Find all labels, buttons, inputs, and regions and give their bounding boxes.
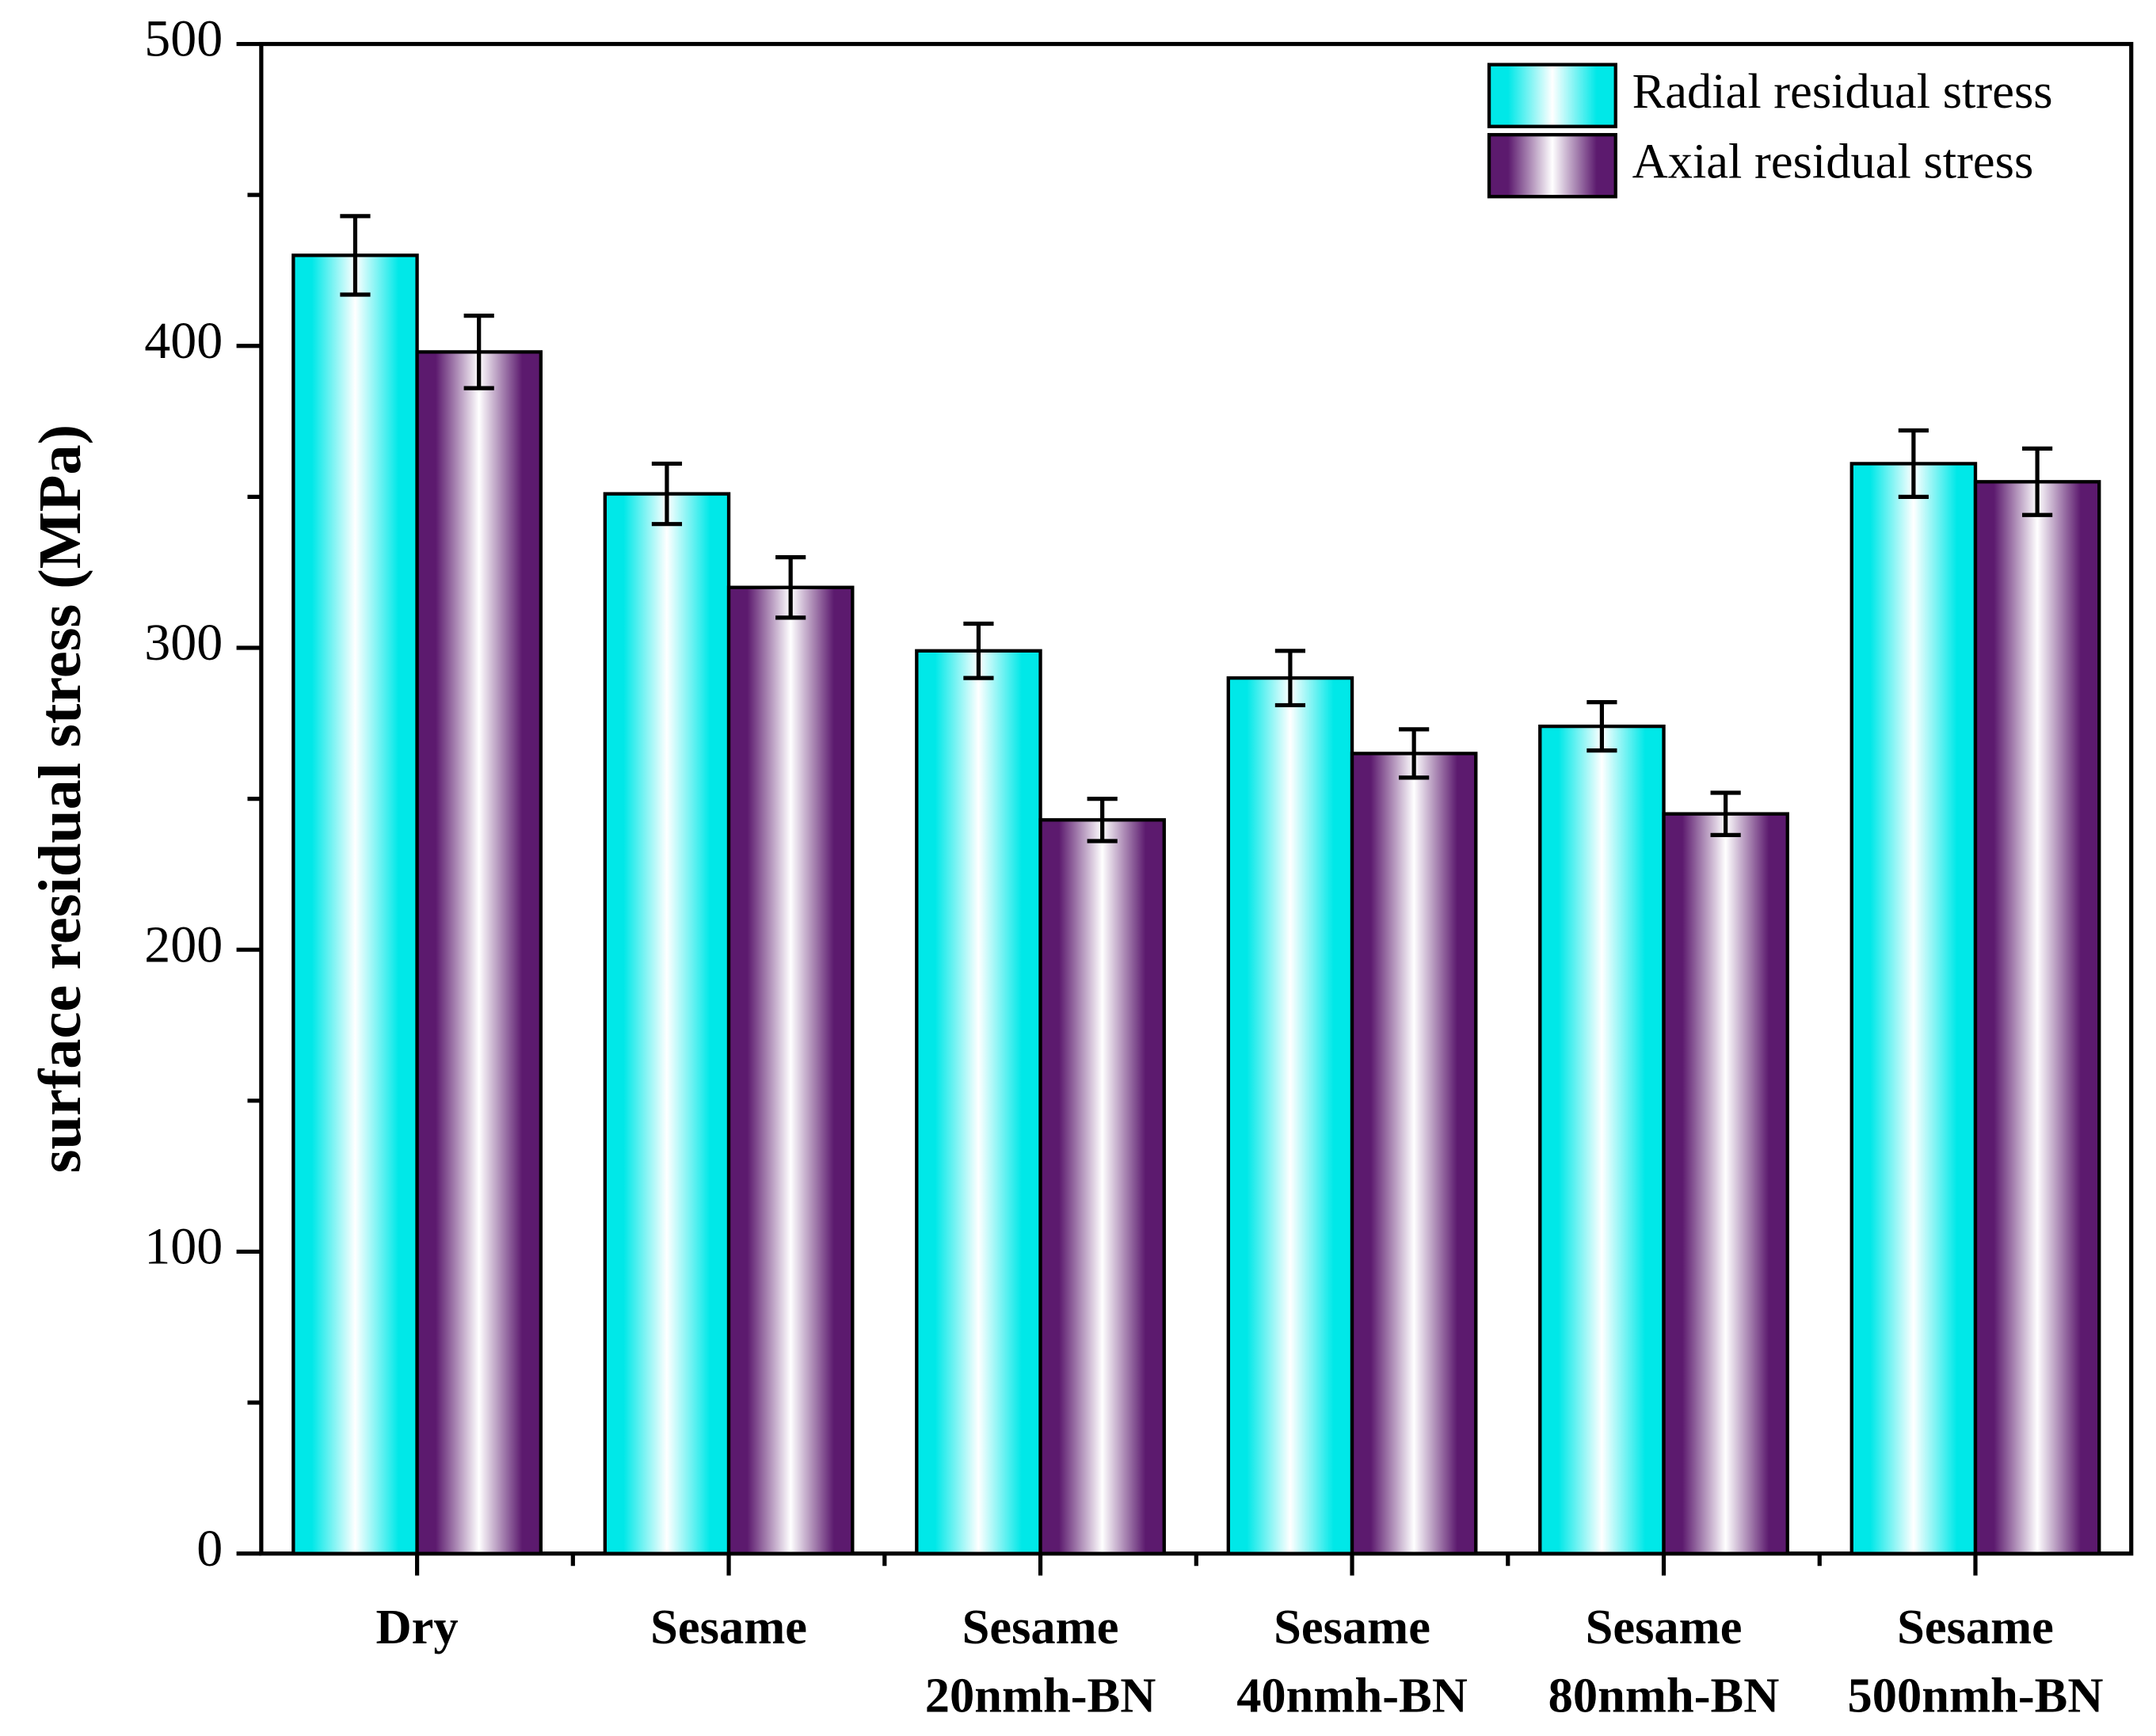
bar (1538, 724, 1666, 1555)
legend-swatch (1487, 63, 1617, 128)
bar (726, 585, 855, 1555)
x-tick-label: Dry (376, 1599, 459, 1654)
error-bar (2022, 446, 2053, 517)
y-tick-label: 200 (144, 916, 223, 973)
y-axis-label: surface residual stress (MPa) (26, 424, 93, 1173)
error-bar (1587, 700, 1617, 753)
error-bar (1898, 428, 1929, 499)
bar (1849, 462, 1978, 1555)
bar (1662, 812, 1789, 1555)
bar (1350, 752, 1478, 1555)
error-bar (963, 621, 994, 680)
x-tick-label: Sesame (650, 1599, 807, 1654)
bar (415, 350, 543, 1555)
y-tick-label: 100 (144, 1218, 223, 1276)
error-bar (1274, 649, 1306, 708)
x-tick-label: Sesame (1274, 1599, 1430, 1654)
x-tick-label: 80nmh-BN (1548, 1668, 1780, 1723)
legend-label: Radial residual stress (1632, 63, 2053, 119)
error-bar (1399, 727, 1430, 780)
y-tick-label: 500 (144, 10, 223, 68)
error-bar (463, 314, 494, 390)
error-bar (651, 461, 683, 527)
bar (1226, 676, 1354, 1555)
x-tick-label: 20nmh-BN (925, 1668, 1156, 1723)
error-bar (775, 555, 806, 620)
legend-label: Axial residual stress (1632, 133, 2034, 188)
error-bar (340, 214, 371, 297)
x-tick-label: Sesame (1897, 1599, 2054, 1654)
y-tick-label: 400 (144, 312, 223, 370)
x-tick-label: Sesame (962, 1599, 1119, 1654)
bar (603, 492, 731, 1555)
y-tick-label: 300 (144, 614, 223, 672)
bar (915, 649, 1042, 1555)
x-tick-label: Sesame (1586, 1599, 1743, 1654)
error-bar (1710, 790, 1741, 837)
y-tick-label: 0 (196, 1520, 223, 1578)
bar (1038, 818, 1166, 1555)
x-tick-label: 40nmh-BN (1236, 1668, 1468, 1723)
bar (1973, 480, 2101, 1555)
x-tick-label: 500nmh-BN (1848, 1668, 2104, 1723)
legend-swatch (1487, 132, 1617, 199)
error-bar (1087, 796, 1118, 843)
bar (291, 253, 419, 1555)
